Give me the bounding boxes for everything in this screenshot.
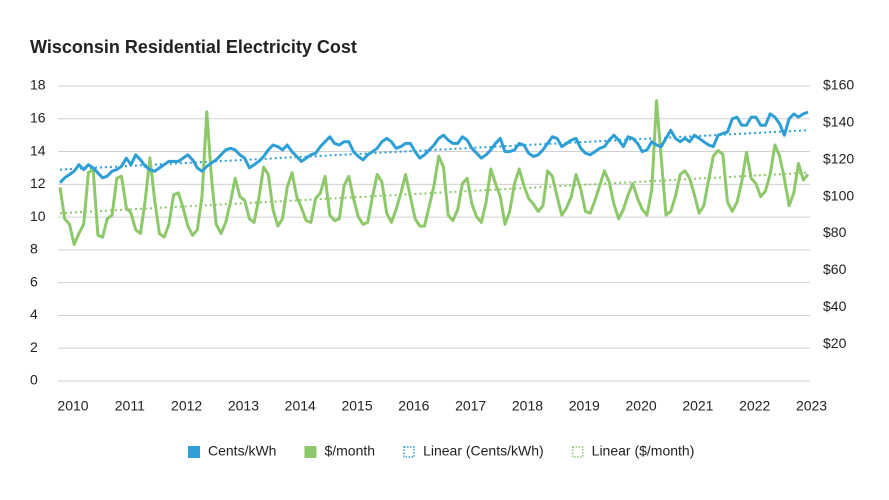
- x-tick-label: 2013: [228, 398, 259, 414]
- y-tick-label: 2: [30, 339, 38, 355]
- y2-tick-label: $60: [823, 261, 847, 277]
- y2-tick-label: $20: [823, 335, 847, 351]
- data-line: [58, 110, 809, 184]
- y-tick-label: 18: [30, 77, 46, 93]
- x-tick-label: 2022: [739, 398, 770, 414]
- y-tick-label: 4: [30, 306, 38, 322]
- y-tick-label: 16: [30, 109, 46, 125]
- legend-swatch: [403, 446, 415, 458]
- y2-tick-label: $160: [823, 77, 854, 93]
- x-tick-label: 2016: [398, 398, 429, 414]
- y-tick-label: 12: [30, 175, 46, 191]
- x-tick-label: 2020: [626, 398, 657, 414]
- x-tick-label: 2017: [455, 398, 486, 414]
- y-tick-label: 8: [30, 241, 38, 257]
- x-tick-label: 2011: [115, 398, 145, 414]
- y2-tick-label: $40: [823, 298, 847, 314]
- y-tick-label: 14: [30, 142, 46, 158]
- y-tick-label: 6: [30, 273, 38, 289]
- data-line: [58, 99, 810, 247]
- legend-label: $/month: [324, 443, 375, 459]
- legend-label: Cents/kWh: [208, 443, 276, 459]
- y2-tick-label: $80: [823, 224, 847, 240]
- y2-tick-label: $100: [823, 187, 854, 203]
- x-tick-label: 2021: [682, 398, 713, 414]
- legend-swatch: [188, 446, 200, 458]
- legend-swatch: [304, 446, 317, 458]
- x-tick-label: 2010: [57, 398, 88, 414]
- x-tick-label: 2015: [341, 398, 372, 414]
- y-tick-label: 10: [30, 208, 46, 224]
- y2-tick-label: $120: [823, 150, 854, 166]
- legend-label: Linear (Cents/kWh): [423, 443, 544, 459]
- chart-title: Wisconsin Residential Electricity Cost: [30, 37, 357, 57]
- x-tick-label: 2023: [796, 398, 827, 414]
- x-tick-label: 2018: [512, 398, 543, 414]
- x-tick-label: 2012: [171, 398, 202, 414]
- legend-swatch: [571, 446, 584, 458]
- x-tick-label: 2019: [569, 398, 600, 414]
- legend-label: Linear ($/month): [592, 443, 695, 459]
- x-tick-label: 2014: [285, 398, 316, 414]
- y2-tick-label: $140: [823, 114, 854, 130]
- y-tick-label: 0: [30, 372, 38, 388]
